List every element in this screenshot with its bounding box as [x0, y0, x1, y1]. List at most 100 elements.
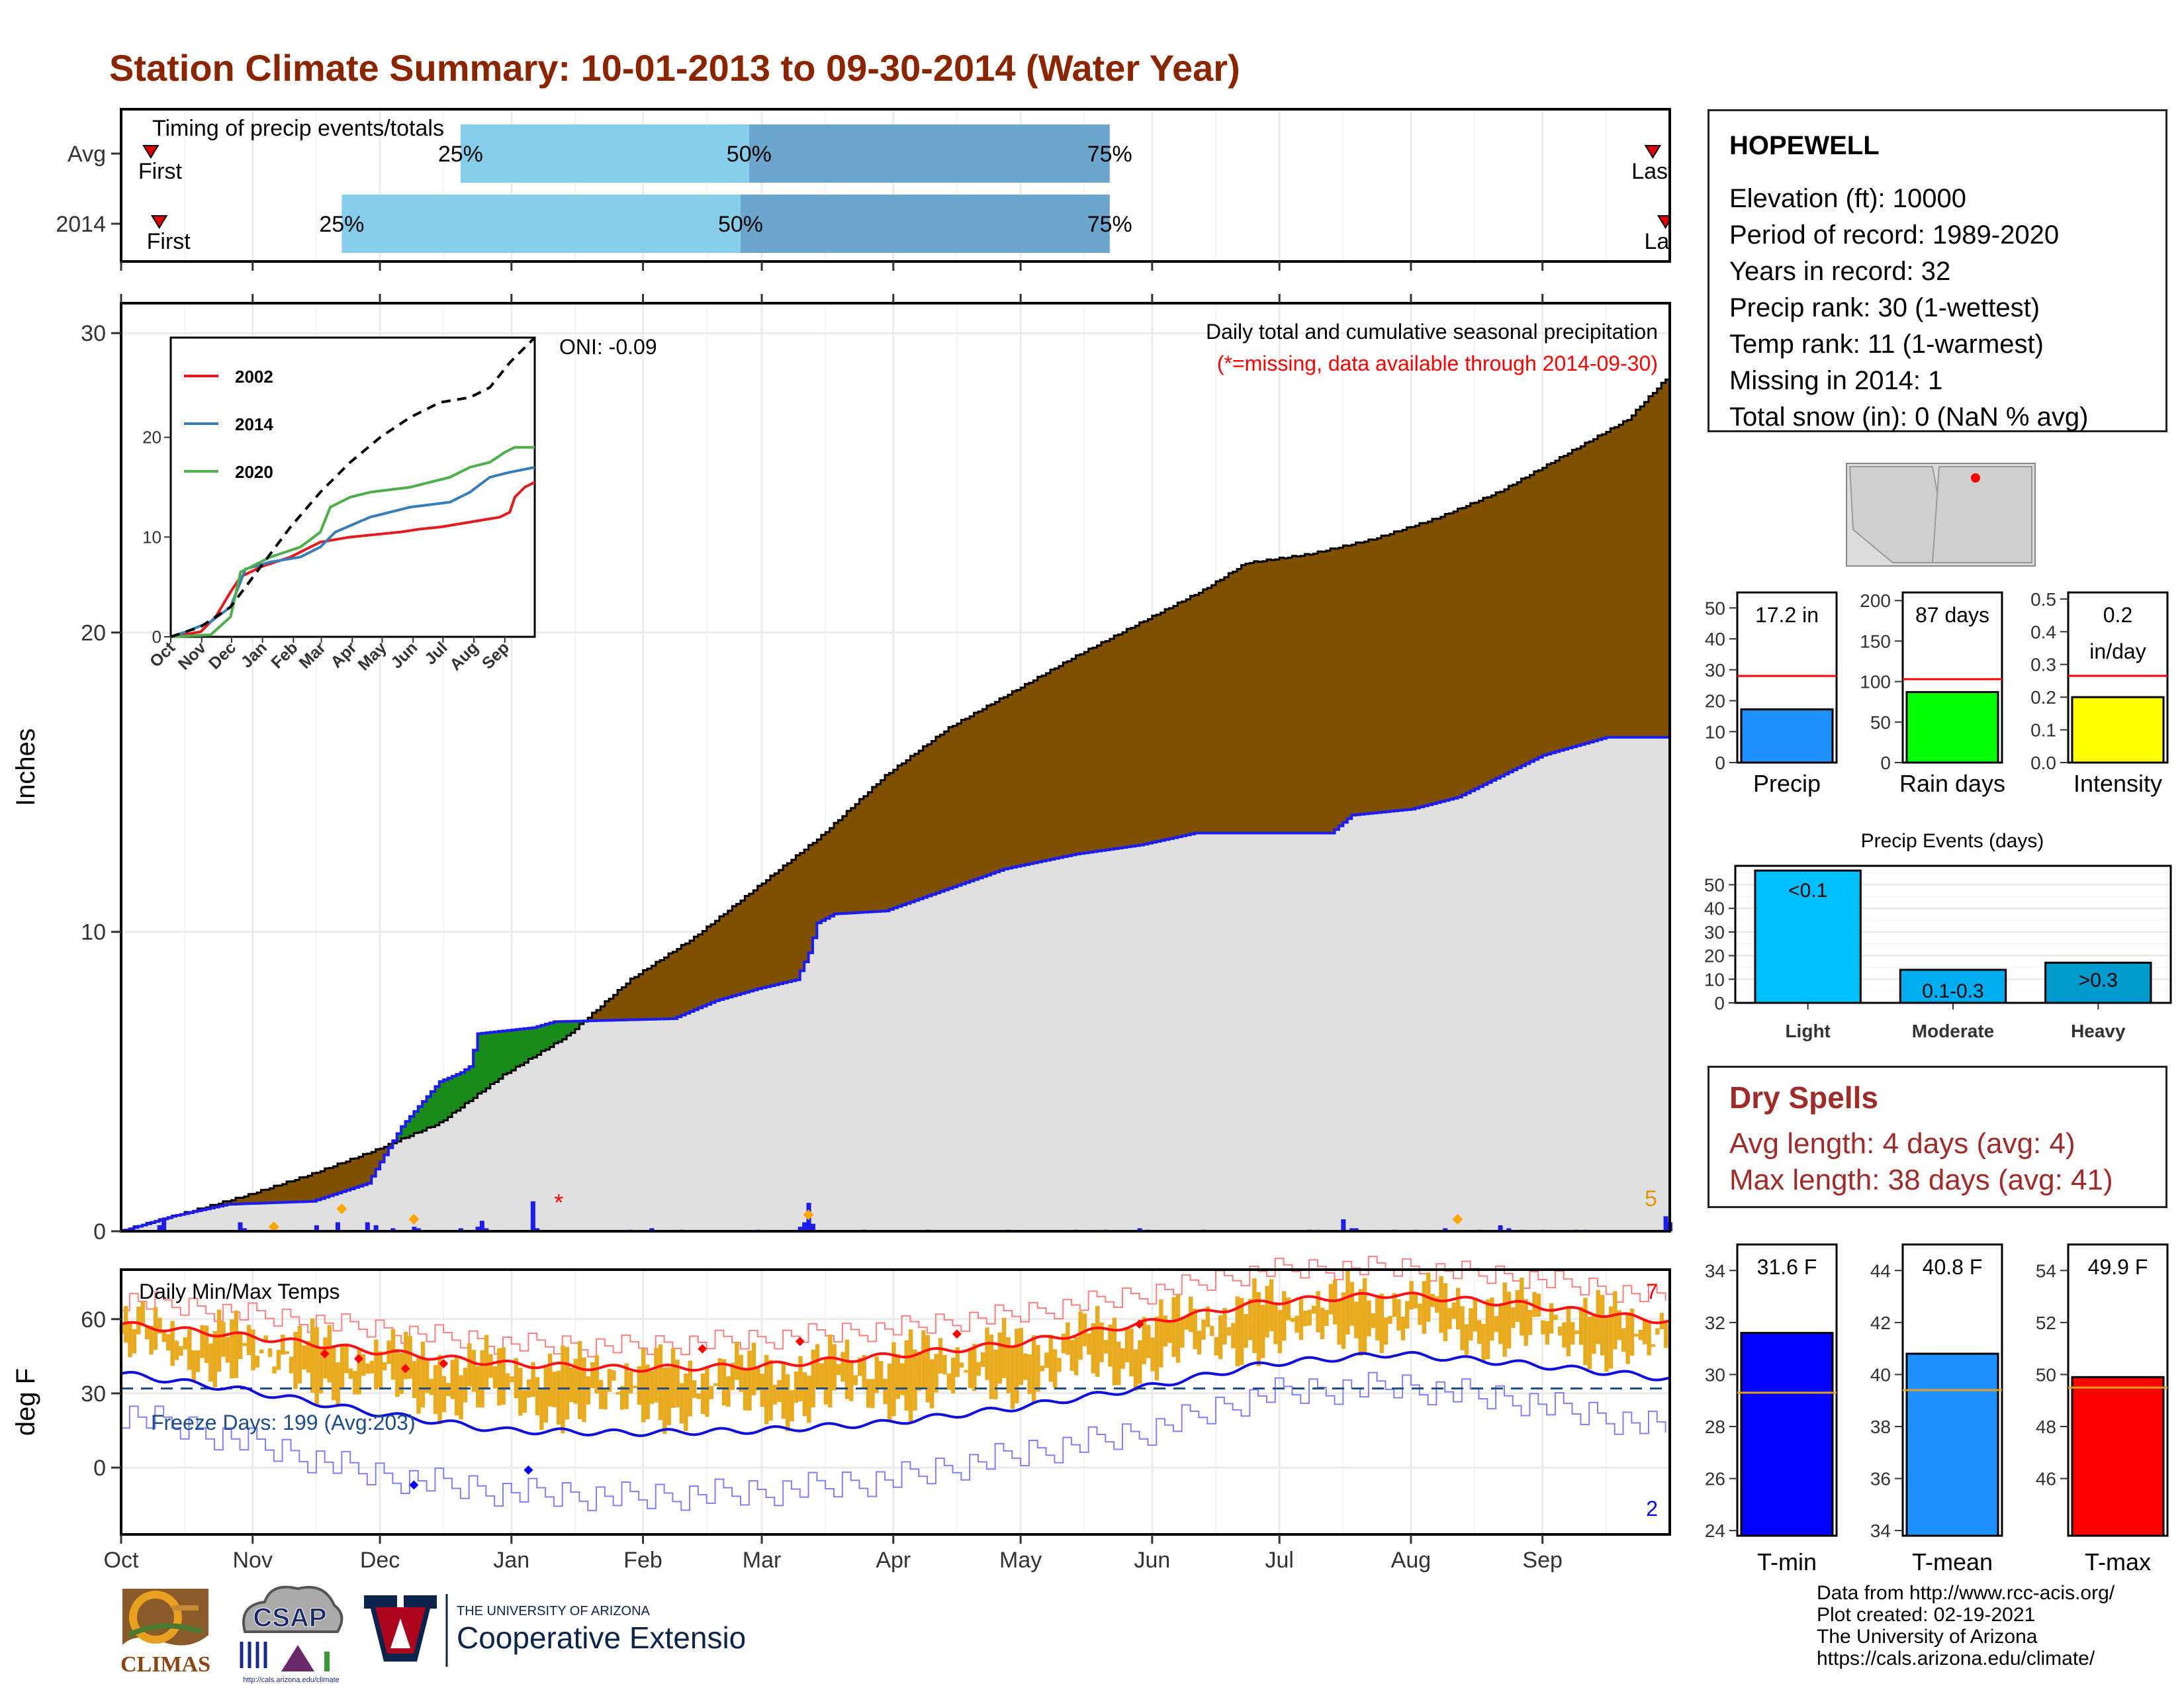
daily-temp-bar	[735, 1341, 739, 1380]
daily-temp-bar	[161, 1332, 167, 1342]
daily-precip-bar	[314, 1225, 319, 1231]
y-tick-label: 0	[1714, 993, 1725, 1013]
daily-temp-bar	[195, 1350, 201, 1372]
daily-temp-bar	[1464, 1324, 1469, 1355]
daily-temp-bar	[633, 1385, 637, 1389]
daily-temp-bar	[200, 1325, 205, 1358]
daily-temp-bar	[344, 1343, 349, 1374]
daily-temp-bar	[1447, 1307, 1452, 1329]
csap-logo: CSAP http://cals.arizona.edu/climate	[232, 1579, 351, 1685]
daily-temp-bar	[1647, 1323, 1651, 1356]
daily-temp-bar	[132, 1329, 137, 1354]
daily-temp-bar	[739, 1354, 743, 1392]
first-event-marker	[142, 145, 159, 159]
daily-temp-bar	[522, 1390, 527, 1413]
mini-y-tick-label: 0.0	[2030, 753, 2056, 773]
daily-temp-bar	[823, 1357, 829, 1405]
timing-panel-border	[120, 108, 1671, 263]
month-tick-label: Apr	[876, 1548, 911, 1573]
daily-temp-bar	[535, 1377, 540, 1416]
station-precip-rank: Precip rank: 30 (1-wettest)	[1729, 293, 2040, 322]
daily-temp-bar	[1494, 1316, 1499, 1333]
daily-temp-bar	[1120, 1348, 1125, 1369]
daily-temp-bar	[1159, 1299, 1163, 1368]
mini-bar-category: Rain days	[1899, 770, 2005, 797]
record-low-marker	[409, 1480, 419, 1490]
temp-y-axis-label: deg F	[11, 1368, 40, 1436]
daily-temp-bar	[781, 1361, 786, 1419]
record-high-line	[121, 1256, 1666, 1358]
daily-temp-bar	[1103, 1340, 1109, 1354]
daily-temp-bar	[841, 1352, 845, 1382]
month-tick-label: May	[999, 1548, 1042, 1573]
daily-temp-bar	[1451, 1302, 1456, 1319]
mini-y-tick-label: 34	[1705, 1260, 1725, 1281]
mini-y-tick-label: 36	[1870, 1469, 1891, 1489]
daily-temp-bar	[1273, 1303, 1278, 1344]
daily-temp-bar	[204, 1325, 209, 1364]
daily-temp-bar	[293, 1332, 298, 1389]
daily-temp-bar	[1193, 1309, 1197, 1349]
daily-temp-bar	[582, 1357, 586, 1423]
daily-temp-bar	[760, 1374, 764, 1407]
daily-temp-bar	[612, 1370, 616, 1381]
daily-temp-bar	[1460, 1306, 1465, 1350]
daily-temp-bar	[179, 1346, 183, 1356]
daily-temp-bar	[1524, 1299, 1528, 1346]
daily-temp-bar	[518, 1368, 523, 1416]
daily-temp-bar	[645, 1364, 650, 1419]
mini-bar-value	[2071, 1376, 2165, 1537]
daily-temp-bar	[433, 1365, 438, 1415]
freeze-days-label: Freeze Days: 199 (Avg:203)	[151, 1411, 416, 1434]
daily-temp-bar	[1664, 1323, 1668, 1348]
mini-y-tick-label: 38	[1870, 1417, 1891, 1437]
daily-temp-bar	[1422, 1281, 1427, 1334]
events-panel-border	[1734, 865, 2172, 1004]
daily-temp-bar	[1010, 1348, 1015, 1409]
daily-temp-bar	[1634, 1333, 1639, 1336]
daily-temp-bar	[641, 1348, 646, 1423]
daily-temp-bar	[993, 1349, 998, 1399]
daily-temp-bar	[454, 1356, 459, 1416]
daily-temp-bar	[844, 1339, 850, 1399]
daily-temp-bar	[1371, 1313, 1376, 1329]
daily-temp-bar	[887, 1364, 892, 1421]
daily-precip-bar	[1341, 1219, 1346, 1231]
daily-temp-bar	[828, 1335, 833, 1408]
daily-temp-bar	[251, 1329, 255, 1371]
daily-precip-bar	[535, 1228, 540, 1231]
daily-temp-bar	[654, 1348, 659, 1403]
record-high-marker	[320, 1349, 330, 1359]
daily-temp-bar	[895, 1354, 901, 1399]
daily-temp-bar	[700, 1373, 705, 1415]
credits-block: Data from http://www.rcc-acis.org/ Plot …	[1817, 1582, 2115, 1669]
daily-temp-bar	[756, 1366, 760, 1391]
y-tick-label: 0	[93, 1456, 106, 1481]
daily-temp-bar	[1328, 1284, 1334, 1315]
daily-temp-bar	[1515, 1290, 1520, 1322]
mini-y-tick-label: 50	[1870, 712, 1891, 733]
daily-temp-bar	[221, 1322, 226, 1357]
daily-temp-bar	[1485, 1299, 1490, 1360]
mini-bar-category: T-mean	[1912, 1548, 1993, 1575]
daily-temp-bar	[1167, 1320, 1172, 1343]
mini-y-tick-label: 44	[1870, 1260, 1891, 1281]
daily-temp-bar	[1613, 1291, 1617, 1350]
surplus-area	[125, 1021, 588, 1231]
daily-temp-bar	[267, 1348, 273, 1357]
mini-bar-value-label: 0.2	[2103, 603, 2132, 627]
mini-y-tick-label: 0	[1880, 753, 1891, 773]
daily-temp-bar	[1439, 1276, 1443, 1333]
daily-temp-bar	[607, 1369, 612, 1392]
daily-precip-bar	[157, 1225, 162, 1231]
daily-precip-bar	[802, 1222, 807, 1231]
daily-temp-bar	[1659, 1313, 1664, 1329]
month-tick-label: Mar	[743, 1548, 782, 1573]
snow-marker	[336, 1203, 347, 1215]
mini-bar-category: T-min	[1757, 1548, 1817, 1575]
daily-temp-bar	[230, 1319, 234, 1379]
daily-temp-bar	[598, 1380, 604, 1409]
daily-temp-bar	[1214, 1336, 1218, 1356]
station-location-dot	[1971, 473, 1980, 483]
event-bar-label: >0.3	[2079, 969, 2118, 991]
